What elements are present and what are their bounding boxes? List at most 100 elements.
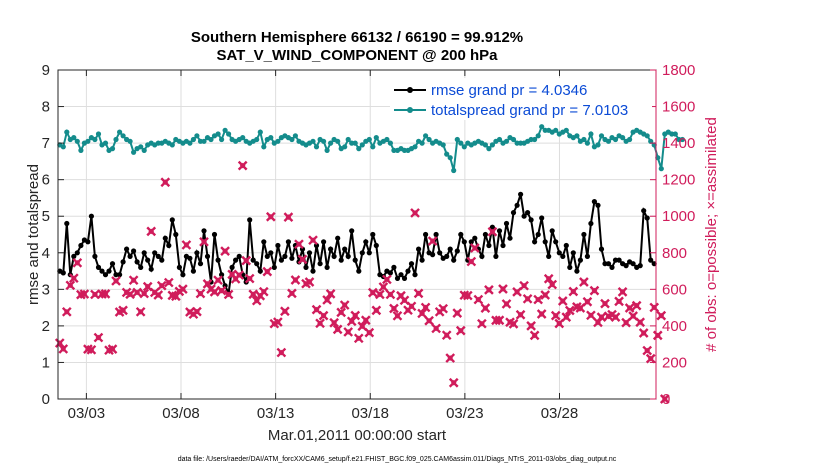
obs-marker-core [180,286,186,292]
obs-marker-core [616,298,622,305]
data-point [391,147,397,153]
obs-marker-core [394,313,401,319]
data-point [310,268,316,274]
data-point [581,136,587,143]
data-point [240,135,246,141]
obs-marker-core [345,329,352,335]
y-tick-label: 6 [42,172,50,189]
data-point [458,231,464,238]
data-point [510,136,517,143]
obs-marker-core [380,284,387,290]
obs-marker-core [429,238,436,244]
obs-marker-core [81,291,88,297]
obs-marker-core [468,258,475,265]
data-point [335,138,341,144]
data-point [366,136,372,143]
data-point [405,268,411,274]
data-point [92,253,98,259]
data-point [521,213,527,219]
data-point [370,144,376,150]
data-point [342,144,348,150]
data-point [124,246,130,252]
data-point [454,136,460,143]
data-point [637,263,643,269]
obs-marker-core [475,296,482,303]
data-point [166,242,172,249]
data-point [539,124,545,130]
data-point [342,246,348,252]
data-point [268,135,274,141]
data-point [503,220,510,227]
data-point [282,253,288,259]
obs-marker-core [486,287,492,293]
data-point [88,213,94,219]
data-point [451,257,457,263]
obs-marker-core [510,321,517,327]
data-point [595,202,601,208]
obs-marker-core [120,307,126,314]
data-point [581,231,587,238]
data-point [275,138,281,144]
obs-marker-core [415,290,422,297]
y-tick-label-right: 200 [662,354,687,371]
data-point [211,231,218,238]
data-point [472,235,478,241]
obs-marker-core [401,297,408,304]
data-point [658,166,664,172]
data-point [563,242,569,249]
data-point [145,257,151,263]
data-point [226,131,232,137]
obs-marker-core [299,256,306,263]
obs-marker-core [67,282,74,289]
obs-marker-core [285,214,292,220]
obs-marker-core [479,320,485,327]
data-point [461,239,467,245]
data-point [447,246,453,252]
data-point [60,144,66,150]
obs-marker-core [370,289,376,296]
y-tick-label: 0 [42,391,50,408]
obs-marker-core [447,355,454,361]
data-point [398,272,404,278]
data-point [254,261,260,267]
data-point [503,138,510,144]
data-point [71,253,77,259]
data-point [257,129,263,135]
y-tick-label: 4 [42,245,50,262]
data-point [113,272,119,278]
data-point [120,259,126,265]
data-point [412,272,418,278]
data-point [152,250,158,256]
chart-title: Southern Hemisphere 66132 / 66190 = 99.9… [191,29,523,46]
data-point [162,235,168,241]
data-point [254,136,260,143]
obs-marker-core [296,241,302,248]
obs-marker-core [324,297,330,303]
obs-marker-core [366,329,373,336]
obs-marker-core [535,296,541,303]
data-point [117,129,123,135]
obs-marker-core [630,313,636,319]
obs-marker-core [563,314,570,320]
data-point [440,142,446,148]
series-totalspread [57,124,686,174]
obs-marker-core [165,279,172,286]
data-point [546,253,552,259]
data-point [605,138,612,144]
y-axis-label-right: # of obs: o=possible; ×=assimilated [703,117,720,352]
data-point [556,250,562,256]
obs-marker-core [317,320,323,327]
y-tick-label: 3 [42,281,50,298]
data-point [190,268,196,274]
data-point [275,242,281,249]
obs-marker-core [306,279,313,285]
data-point [261,144,267,150]
data-point [194,250,200,256]
data-point [507,235,513,241]
data-point [261,239,267,245]
x-tick-label: 03/28 [541,405,579,422]
obs-marker-core [566,307,573,314]
data-point [345,136,351,143]
obs-marker-core [503,301,510,307]
obs-marker-core [647,355,654,362]
